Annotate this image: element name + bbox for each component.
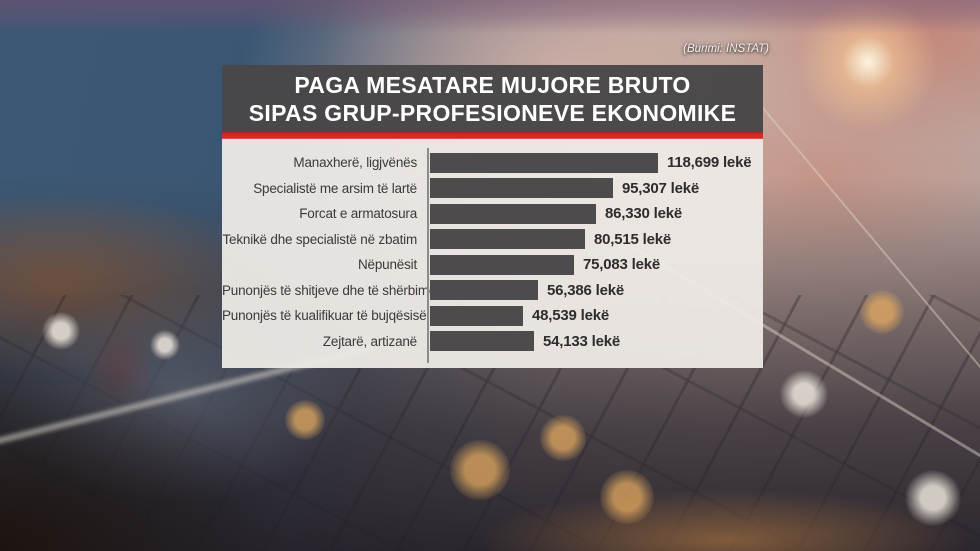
value-bar: [430, 152, 658, 173]
value-label: 80,515 lekë: [594, 230, 672, 248]
value-label: 95,307 lekë: [622, 179, 700, 197]
value-bar: [430, 280, 538, 301]
value-bar: [430, 254, 574, 275]
category-label: Specialistë me arsim të lartë: [253, 180, 417, 196]
infographic-panel: PAGA MESATARE MUJORE BRUTO SIPAS GRUP-PR…: [222, 65, 763, 368]
value-bar: [430, 331, 534, 352]
chart-row: Punonjës të shitjeve dhe të shërbimeve 56…: [222, 278, 763, 304]
category-label: Teknikë dhe specialistë në zbatim: [222, 231, 417, 247]
chart-row: Specialistë me arsim të lartë 95,307 lekë: [222, 176, 763, 202]
value-label: 86,330 lekë: [605, 205, 683, 223]
accent-red-strip: [222, 132, 763, 139]
category-label: Nëpunësit: [358, 257, 417, 273]
chart-row: Manaxherë, ligjvënës 118,699 lekë: [222, 150, 763, 176]
chart-title-line-1: PAGA MESATARE MUJORE BRUTO: [294, 71, 691, 98]
value-label: 56,386 lekë: [547, 281, 625, 299]
chart-title-line-2: SIPAS GRUP-PROFESIONEVE EKONOMIKE: [248, 99, 737, 126]
value-label: 75,083 lekë: [583, 256, 661, 274]
value-label: 118,699 lekë: [667, 154, 752, 172]
chart-rows: Manaxherë, ligjvënës 118,699 lekë Speciali…: [222, 150, 763, 354]
value-bar: [430, 229, 585, 250]
value-bar: [430, 305, 523, 326]
value-label: 54,133 lekë: [543, 332, 621, 350]
value-bar: [430, 178, 613, 199]
value-label: 48,539 lekë: [532, 307, 610, 325]
category-label: Forcat e armatosura: [299, 206, 417, 222]
category-label: Manaxherë, ligjvënës: [293, 155, 417, 171]
category-label: Punonjës të shitjeve dhe të shërbimeve: [222, 282, 451, 298]
category-label: Zejtarë, artizanë: [322, 333, 417, 349]
chart-row: Zejtarë, artizanë 54,133 lekë: [222, 329, 763, 355]
chart-axis-line: [427, 148, 429, 363]
chart-row: Nëpunësit 75,083 lekë: [222, 252, 763, 278]
chart-title-bar: PAGA MESATARE MUJORE BRUTO SIPAS GRUP-PR…: [222, 65, 763, 132]
chart-row: Teknikë dhe specialistë në zbatim 80,515 …: [222, 227, 763, 253]
chart-row: Punonjës të kualifikuar të bujqësisë 48,5…: [222, 303, 763, 329]
category-label: Punonjës të kualifikuar të bujqësisë: [222, 308, 427, 324]
value-bar: [430, 203, 596, 224]
chart-row: Forcat e armatosura 86,330 lekë: [222, 201, 763, 227]
bar-chart: Manaxherë, ligjvënës 118,699 lekë Speciali…: [222, 139, 763, 368]
source-credit: (Burimi: INSTAT): [683, 43, 769, 55]
